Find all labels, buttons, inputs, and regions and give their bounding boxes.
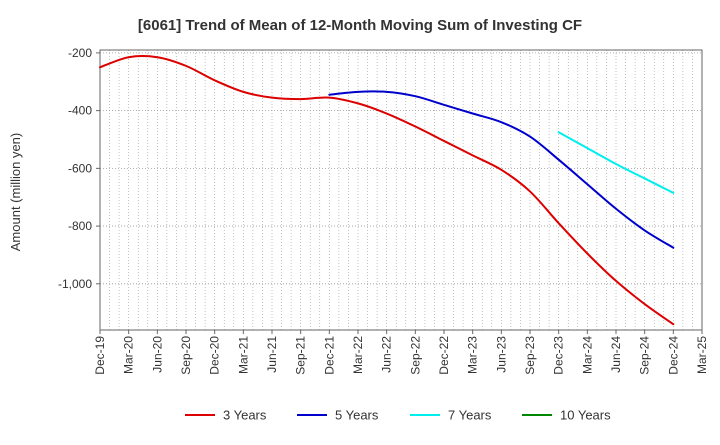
y-axis-ticks: -200 -400 -600 -800 -1,000 xyxy=(58,46,100,291)
x-tick-label: Dec-21 xyxy=(322,336,336,375)
y-tick-label: -800 xyxy=(68,219,92,233)
x-tick-label: Sep-24 xyxy=(638,336,652,375)
chart-title: [6061] Trend of Mean of 12-Month Moving … xyxy=(138,17,582,34)
x-tick-label: Mar-24 xyxy=(580,336,594,374)
series-lines xyxy=(99,55,675,326)
series-line-5-years xyxy=(328,90,675,249)
x-tick-label: Sep-20 xyxy=(179,336,193,375)
x-tick-label: Jun-23 xyxy=(494,336,508,373)
x-tick-label: Mar-21 xyxy=(236,336,250,374)
legend-label: 3 Years xyxy=(223,408,267,423)
x-tick-label: Jun-20 xyxy=(150,336,164,373)
x-tick-label: Dec-23 xyxy=(552,336,566,375)
y-tick-label: -400 xyxy=(68,104,92,118)
x-tick-label: Dec-20 xyxy=(208,336,222,375)
x-tick-label: Dec-24 xyxy=(666,336,680,375)
x-tick-label: Dec-19 xyxy=(93,336,107,375)
legend-label: 5 Years xyxy=(335,408,379,423)
series-line-7-years xyxy=(557,131,675,194)
x-tick-label: Jun-21 xyxy=(265,336,279,373)
x-tick-label: Mar-25 xyxy=(695,336,709,374)
x-tick-label: Sep-22 xyxy=(408,336,422,375)
legend-label: 10 Years xyxy=(560,408,611,423)
x-tick-label: Mar-23 xyxy=(466,336,480,374)
plot-area-frame xyxy=(99,49,703,331)
x-tick-label: Sep-23 xyxy=(523,336,537,375)
grid-lines xyxy=(100,50,702,330)
x-tick-label: Jun-24 xyxy=(609,336,623,373)
y-tick-label: -200 xyxy=(68,46,92,60)
x-tick-label: Dec-22 xyxy=(437,336,451,375)
x-tick-label: Mar-22 xyxy=(351,336,365,374)
series-line-3-years xyxy=(99,55,675,326)
y-axis-label: Amount (million yen) xyxy=(8,133,23,252)
x-tick-label: Mar-20 xyxy=(122,336,136,374)
y-tick-label: -1,000 xyxy=(58,277,92,291)
y-tick-label: -600 xyxy=(68,161,92,175)
x-tick-label: Jun-22 xyxy=(380,336,394,373)
x-tick-label: Sep-21 xyxy=(294,336,308,375)
x-axis-ticks: Dec-19 Mar-20 Jun-20 Sep-20 Dec-20 Mar-21 Jun-… xyxy=(93,330,709,375)
legend: 3 Years 5 Years 7 Years 10 Years xyxy=(185,408,611,423)
legend-label: 7 Years xyxy=(448,408,492,423)
